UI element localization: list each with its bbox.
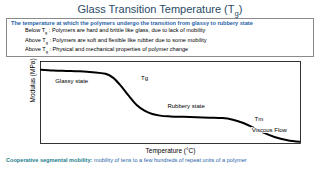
html-text:Below Tg: Polymers are hard an: Below Tg: Polymers are hard and brittle … xyxy=(25,27,206,36)
html-text:Glass Transition Temperature (: Glass Transition Temperature (Tg) xyxy=(77,3,243,19)
svg-text:Tg: Tg xyxy=(141,75,148,81)
html-text:Above Tg: Polymers are soft an: Above Tg: Polymers are soft and flexible… xyxy=(25,36,207,45)
svg-text:Temperature (°C): Temperature (°C) xyxy=(146,147,196,155)
svg-text:Viscous Flow: Viscous Flow xyxy=(252,127,288,133)
svg-text:Glassy state: Glassy state xyxy=(55,78,89,84)
html-text:Cooperative segmental mobility: Cooperative segmental mobility: mobility… xyxy=(6,157,247,164)
html-text:The temperature at which the p: The temperature at which the polymers un… xyxy=(11,20,253,26)
svg-text:Rubbery state: Rubbery state xyxy=(167,103,205,109)
html-text:Above Tg: Physical and mechani: Above Tg: Physical and mechanical proper… xyxy=(25,45,189,54)
svg-text:Tm: Tm xyxy=(255,116,264,122)
svg-text:Modulus (MPa): Modulus (MPa) xyxy=(29,59,37,103)
